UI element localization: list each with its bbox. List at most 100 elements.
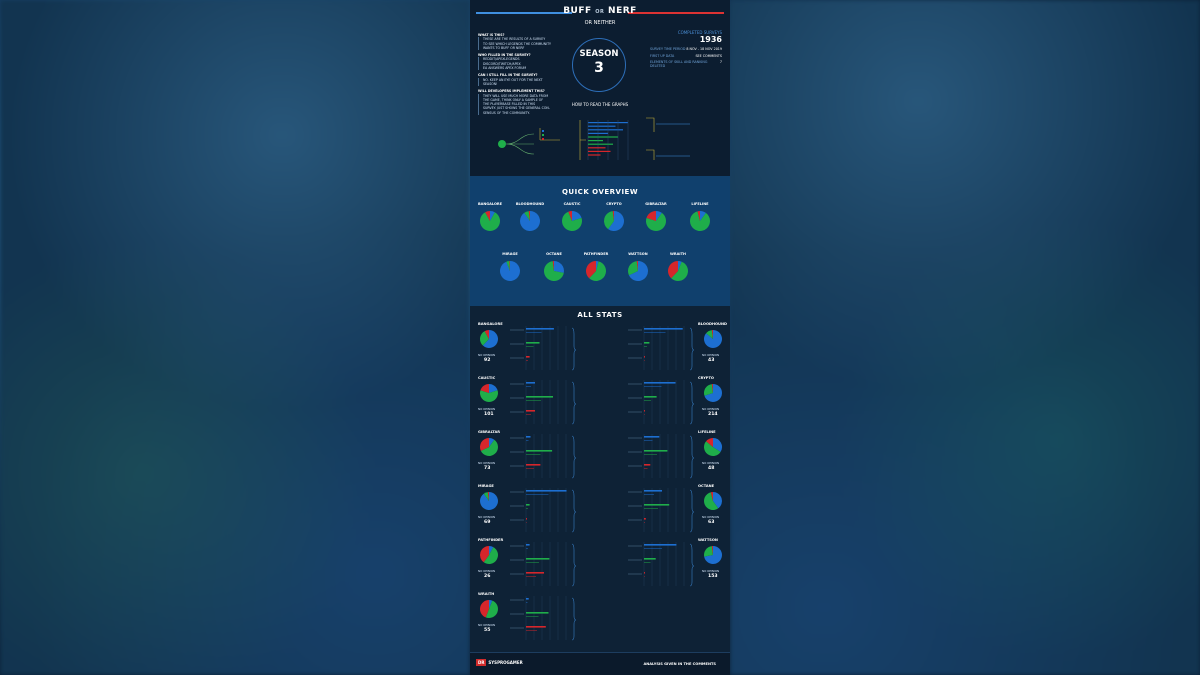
stat-pie-svg [480,492,498,510]
overview-pie-slice-buff [554,261,564,273]
logo-text: SYSPROGAMER [488,660,523,665]
no-opinion-value: 26 [484,574,491,579]
stat-bar-buff [526,436,531,438]
stat-brace [571,489,576,533]
overview-pie-crypto: CRYPTO [594,202,634,238]
guide-key-buff [542,130,544,132]
no-opinion-value: 63 [708,520,715,525]
overview-pie-slice-nerf [586,261,596,279]
stat-pie-svg [704,438,722,456]
stat-bar-buff [526,328,554,330]
season-word: SEASON [579,49,619,59]
stat-bar-buff [526,490,567,492]
faq-answer-line: THESE ARE THE RESULTS OF A SURVEY [483,37,546,42]
guide-bar [588,136,618,138]
stat-bar-buff [644,544,677,546]
stat-bar-neither [644,504,670,506]
no-opinion-value: 214 [708,412,718,417]
stat-legend-name: WRAITH [478,592,495,596]
pie-svg [586,261,606,281]
stat-pie-svg [480,546,498,564]
stat-subbar-buff [526,440,529,441]
no-opinion-value: 153 [708,574,718,579]
no-opinion-value: 73 [484,466,491,471]
howto-diagram [498,117,690,160]
stat-bars-svg [628,542,694,587]
stat-pie-slice-nerf [710,492,713,501]
stat-bars-svg [510,596,576,641]
stat-pie-slice-nerf [706,438,713,447]
overview-pie-gibraltar: GIBRALTAR [636,202,676,238]
stat-row-value: 7 [719,60,722,64]
overview-pie-slice-neither [646,212,666,231]
quick-overview-title: QUICK OVERVIEW [561,188,639,196]
stat-brace [571,435,576,479]
brand-logo[interactable]: DR SYSPROGAMER [476,659,523,666]
stat-brace [689,543,694,587]
pie-legend-name: WATTSON [628,252,648,256]
overview-pie-slice-nerf [668,261,678,279]
stat-subbar-buff [526,548,528,549]
overview-pie-slice-buff [678,261,682,271]
stat-pie-slice-neither [704,492,719,510]
faq-question: WHAT IS THIS? [478,33,505,37]
stat-pie-slice-buff [489,600,493,609]
stat-bar-nerf [526,410,535,412]
pie-svg [604,211,624,231]
poster-subtitle: OR NEITHER [584,20,616,26]
stat-pie-slice-neither [706,330,713,339]
guide-key-nerf [542,138,544,140]
pie-legend-name: GIBRALTAR [645,202,667,206]
stat-pie-slice-buff [713,438,722,452]
overview-pie-wraith: WRAITH [658,252,698,288]
pie-svg [562,211,582,231]
stat-subbar-buff [644,386,662,387]
stat-subbar-buff [644,440,653,441]
stat-pie-slice-neither [704,384,713,396]
overview-pie-caustic: CAUSTIC [552,202,592,238]
stat-subbar-neither [644,508,658,509]
faq-answer-line: SEASON! [483,81,498,86]
no-opinion-value: 43 [708,358,715,363]
stat-bar-nerf [526,626,546,628]
overview-pie-slice-neither [604,211,614,230]
stat-pie-slice-neither [480,439,498,456]
stat-bar-neither [526,342,540,344]
overview-pie-slice-nerf [485,211,490,221]
stat-block-gibraltar: GIBRALTAR NO OPINION 73 [476,430,598,482]
guide-bar [588,147,606,149]
no-opinion-value: 101 [484,412,494,417]
stat-pie-slice-buff [489,438,495,447]
stat-subbar-nerf [644,576,645,577]
title-nerf: NERF [608,6,637,16]
stat-subbar-neither [526,346,534,347]
stat-bar-neither [526,558,550,560]
stat-pie-slice-nerf [711,384,713,393]
stat-bars-svg [628,434,694,479]
stat-subbar-neither [644,454,657,455]
completed-label: COMPLETED SURVEYS [677,30,722,35]
stat-subbar-buff [644,332,666,333]
stat-legend-name: WATTSON [698,538,718,542]
stat-pie-slice-neither [704,546,713,557]
stat-subbar-neither [526,454,541,455]
pie-svg [628,261,648,281]
faq-question: WHO FILLED IN THE SURVEY? [478,53,531,58]
faq-answer-line: THEY WILL USE MUCH MORE DATA FROM [483,93,549,98]
overview-pie-pathfinder: PATHFINDER [576,252,616,288]
stat-bar-neither [644,450,668,452]
pie-legend-name: OCTANE [546,252,562,256]
stat-legend-name: MIRAGE [478,484,494,488]
background-left [0,0,470,675]
no-opinion-label: NO OPINION [702,515,720,519]
stat-legend-name: PATHFINDER [478,538,504,542]
overview-pie-slice-neither [506,261,510,271]
stat-brace [689,327,694,371]
stat-bar-neither [644,558,656,560]
howto-title: HOW TO READ THE GRAPHS [571,102,629,107]
stat-bar-neither [526,450,553,452]
pie-legend-name: WRAITH [670,252,686,256]
no-opinion-label: NO OPINION [478,515,496,519]
pie-svg [690,211,710,231]
stat-pie-slice-buff [704,384,722,402]
